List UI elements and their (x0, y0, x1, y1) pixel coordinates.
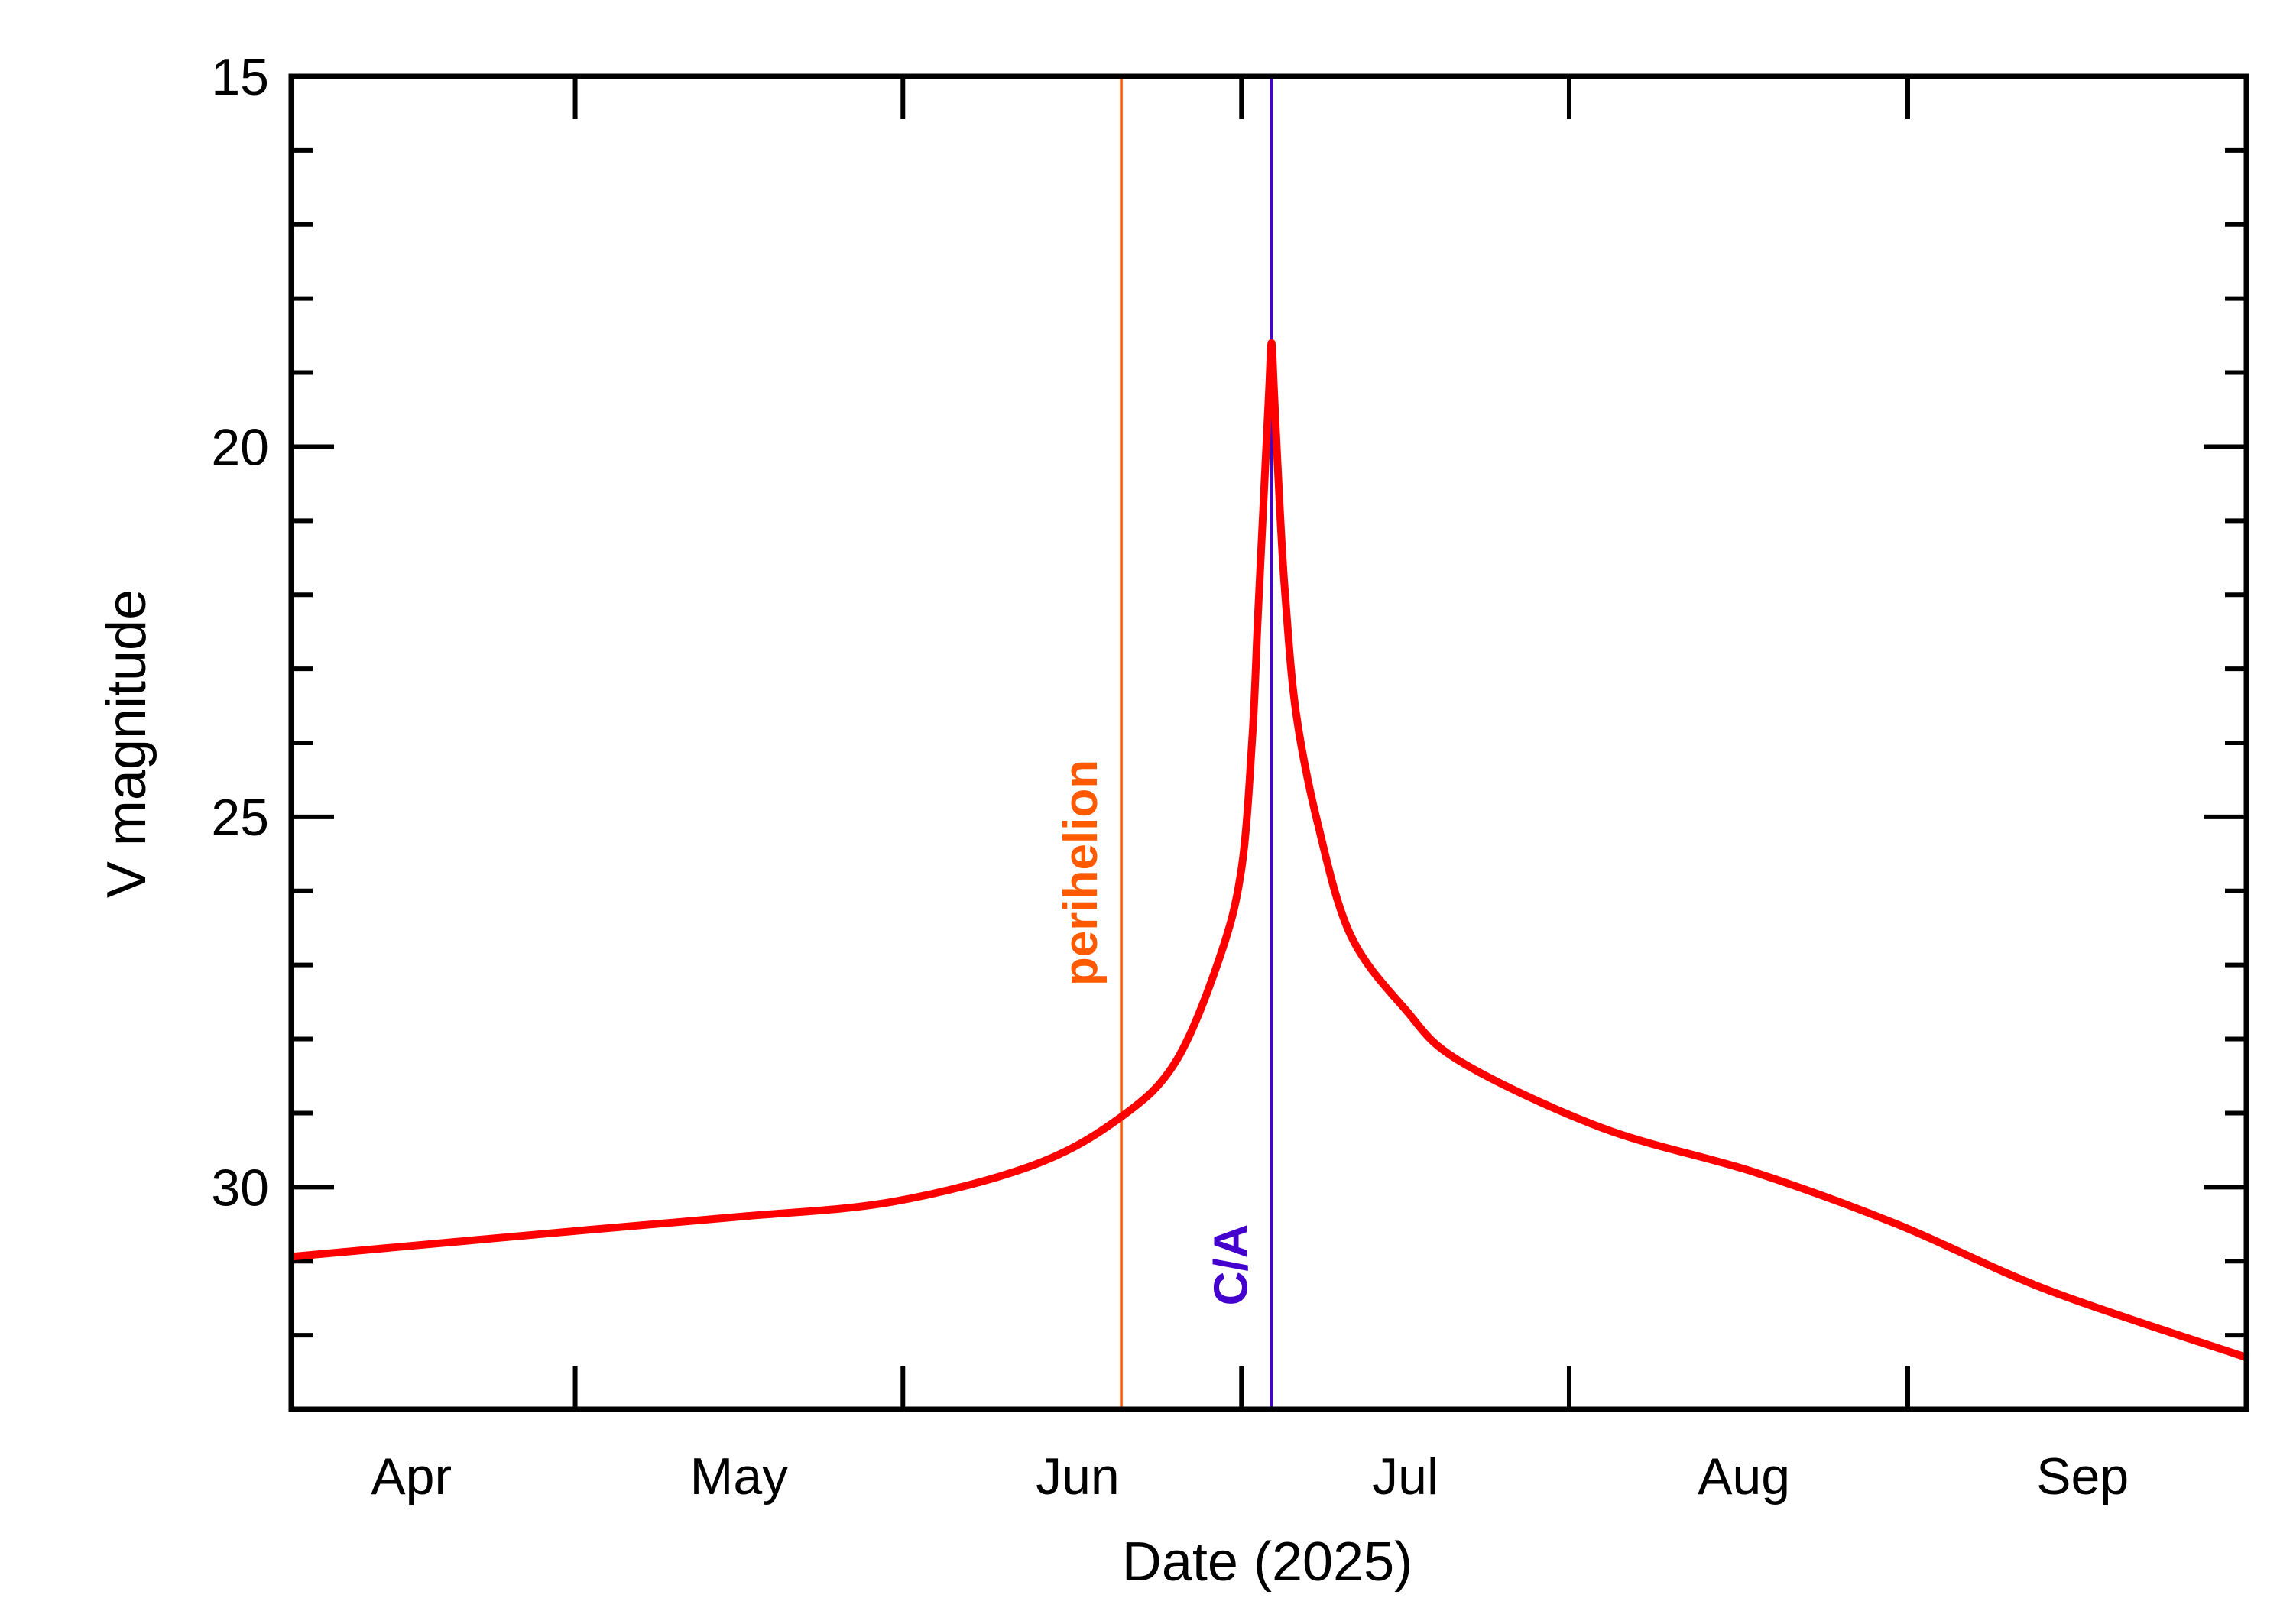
axis-ticks (291, 74, 2249, 1412)
y-tick-label: 15 (211, 48, 269, 106)
x-tick-label: Sep (2036, 1447, 2129, 1506)
tick-labels: 15 20 25 30 Apr May Jun Jul Aug Sep perihelion C/A (211, 48, 2129, 1506)
series-line-0 (290, 339, 2248, 1361)
perihelion-label: perihelion (1055, 760, 1108, 986)
x-tick-label: May (690, 1447, 788, 1506)
event-markers (1120, 76, 1273, 1409)
x-tick-label: Aug (1698, 1447, 1790, 1506)
x-tick-label: Apr (371, 1447, 452, 1506)
plot-frame (288, 73, 2249, 1412)
close-approach-label: C/A (1205, 1224, 1258, 1306)
y-tick-label: 20 (211, 418, 269, 476)
x-axis-title: Date (2025) (1122, 1532, 1412, 1593)
y-tick-label: 25 (211, 789, 269, 847)
x-tick-label: Jun (1036, 1447, 1120, 1506)
x-tick-label: Jul (1372, 1447, 1438, 1506)
curve-layer (290, 339, 2248, 1361)
y-axis-title: V magnitude (96, 589, 157, 898)
y-tick-label: 30 (211, 1159, 269, 1217)
